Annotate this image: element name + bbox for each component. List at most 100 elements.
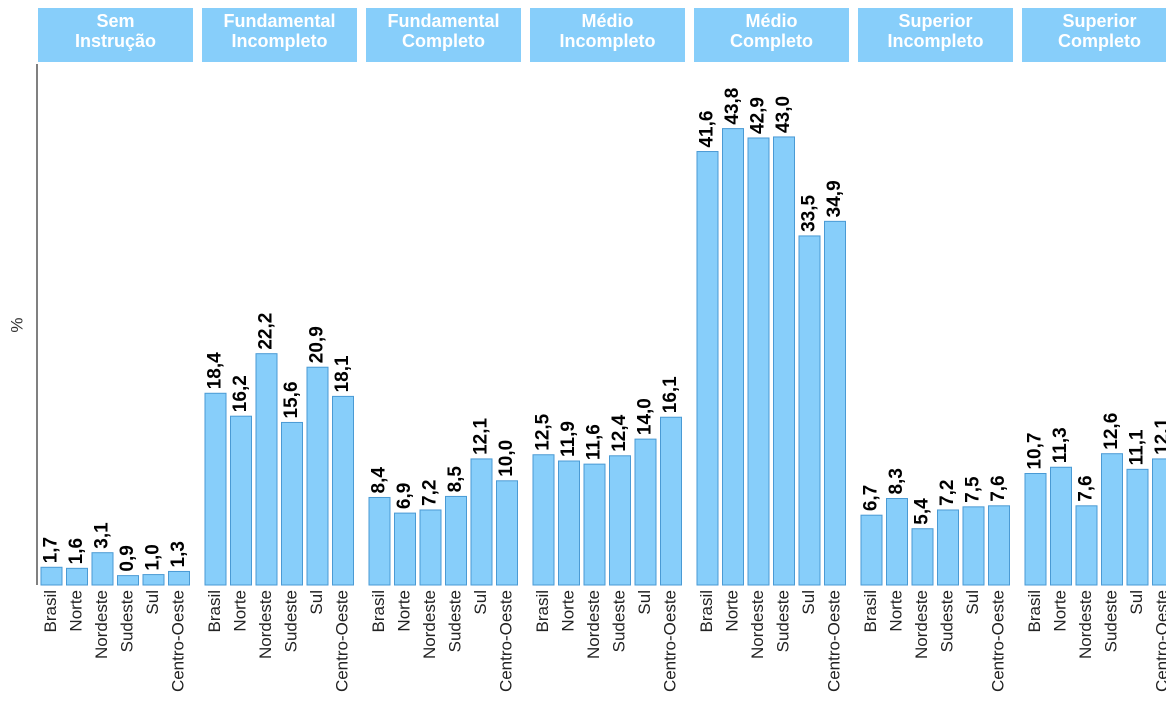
y-axis-label: %	[7, 317, 26, 332]
value-label: 41,6	[697, 111, 718, 148]
bar	[91, 552, 114, 586]
value-label: 12,6	[1101, 413, 1122, 450]
value-label: 33,5	[799, 195, 820, 232]
facet-title: Sem	[96, 11, 134, 31]
x-tick-label: Sul	[963, 590, 982, 615]
x-tick-label: Nordeste	[92, 590, 111, 659]
value-label: 10,7	[1025, 433, 1046, 470]
value-label: 1,7	[41, 537, 62, 563]
bar	[583, 463, 606, 586]
x-tick-label: Brasil	[861, 590, 880, 633]
bar	[40, 566, 63, 586]
x-tick-label: Sul	[143, 590, 162, 615]
x-tick-label: Brasil	[697, 590, 716, 633]
x-tick-label: Sul	[799, 590, 818, 615]
x-tick-label: Nordeste	[584, 590, 603, 659]
x-tick-label: Brasil	[1025, 590, 1044, 633]
x-tick-label: Centro-Oeste	[824, 590, 843, 692]
x-tick-label: Sudeste	[937, 590, 956, 652]
facet-title: Incompleto	[559, 31, 655, 51]
x-tick-label: Sudeste	[281, 590, 300, 652]
bar	[722, 128, 744, 586]
facet-title: Completo	[730, 31, 813, 51]
value-label: 7,6	[1076, 475, 1097, 501]
facet-title: Fundamental	[223, 11, 335, 31]
facet-strip	[1022, 8, 1166, 62]
bar	[204, 392, 227, 586]
value-label: 12,5	[533, 413, 554, 450]
bar	[168, 570, 190, 586]
x-tick-label: Centro-Oeste	[332, 590, 351, 692]
facet-strip	[202, 8, 357, 62]
bar	[824, 220, 846, 586]
x-tick-label: Sul	[1127, 590, 1146, 615]
x-tick-label: Nordeste	[1076, 590, 1095, 659]
facet-title: Superior	[1062, 11, 1136, 31]
bar	[394, 512, 416, 586]
bar	[660, 416, 682, 586]
bar	[860, 514, 883, 586]
facet-title: Instrução	[75, 31, 156, 51]
x-tick-label: Nordeste	[420, 590, 439, 659]
bar	[332, 395, 354, 586]
bar	[558, 460, 580, 586]
value-label: 22,2	[256, 313, 277, 350]
x-tick-label: Brasil	[41, 590, 60, 633]
x-tick-label: Centro-Oeste	[988, 590, 1007, 692]
facet-strip	[530, 8, 685, 62]
value-label: 10,0	[496, 440, 517, 477]
bar	[962, 506, 985, 586]
bar	[773, 136, 795, 586]
x-tick-label: Nordeste	[748, 590, 767, 659]
x-tick-label: Norte	[886, 590, 905, 632]
value-label: 7,5	[963, 476, 984, 503]
value-label: 11,9	[558, 421, 579, 457]
value-label: 0,9	[117, 545, 138, 571]
x-tick-label: Sudeste	[117, 590, 136, 652]
bar	[1101, 453, 1123, 586]
bar	[1024, 473, 1047, 586]
value-label: 11,1	[1127, 429, 1148, 465]
x-tick-label: Sudeste	[609, 590, 628, 652]
value-label: 16,2	[230, 375, 251, 412]
x-tick-label: Centro-Oeste	[1152, 590, 1166, 692]
bar	[142, 574, 165, 586]
bar	[419, 509, 442, 586]
value-label: 43,0	[773, 96, 794, 133]
value-label: 42,9	[748, 97, 769, 134]
x-tick-label: Sudeste	[773, 590, 792, 652]
x-tick-label: Brasil	[205, 590, 224, 633]
value-label: 6,9	[394, 483, 415, 509]
bar	[1050, 466, 1072, 586]
x-tick-label: Centro-Oeste	[496, 590, 515, 692]
facet-strip	[858, 8, 1013, 62]
value-label: 8,4	[369, 467, 390, 494]
bar	[230, 415, 252, 586]
facet-title: Médio	[582, 11, 634, 31]
bar	[696, 151, 719, 586]
bar	[1075, 505, 1098, 586]
value-label: 12,1	[1152, 418, 1166, 455]
x-tick-label: Sudeste	[1101, 590, 1120, 652]
bar	[911, 528, 934, 586]
bar	[255, 353, 278, 586]
x-tick-label: Centro-Oeste	[660, 590, 679, 692]
value-label: 1,0	[143, 544, 164, 570]
x-tick-label: Norte	[66, 590, 85, 632]
x-tick-label: Norte	[722, 590, 741, 632]
x-tick-label: Brasil	[533, 590, 552, 633]
bar	[117, 575, 139, 586]
x-tick-label: Sul	[307, 590, 326, 615]
bar	[1152, 458, 1166, 586]
value-label: 15,6	[281, 381, 302, 418]
value-label: 18,4	[205, 352, 226, 389]
value-label: 8,3	[886, 468, 907, 494]
x-tick-label: Norte	[230, 590, 249, 632]
bar	[368, 496, 391, 586]
facet-strip	[38, 8, 193, 62]
value-label: 3,1	[92, 522, 113, 549]
facet-title: Fundamental	[387, 11, 499, 31]
bar	[445, 495, 467, 586]
value-label: 12,1	[471, 418, 492, 455]
